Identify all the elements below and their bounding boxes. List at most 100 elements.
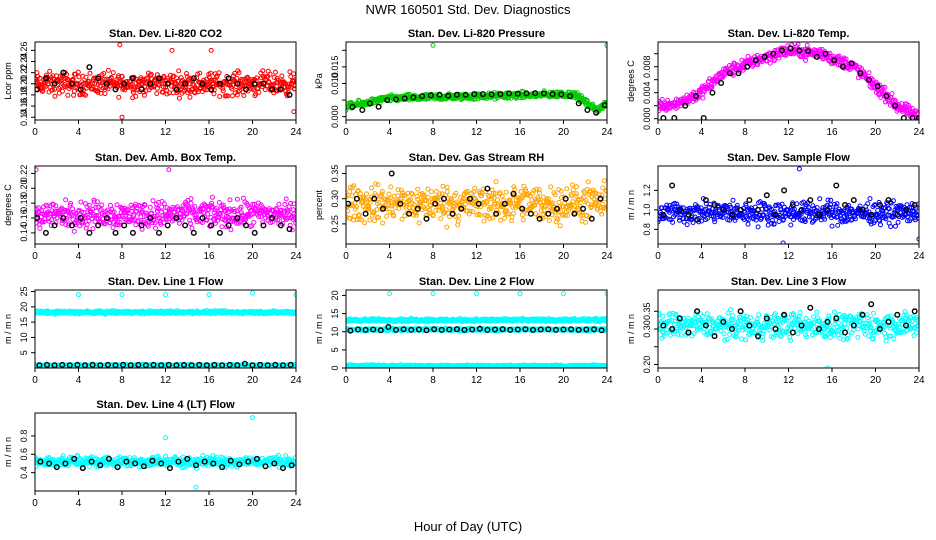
data-point bbox=[763, 209, 769, 215]
data-point bbox=[85, 209, 91, 215]
data-point bbox=[292, 215, 296, 221]
data-point bbox=[681, 219, 687, 225]
data-point bbox=[282, 201, 288, 207]
average-point bbox=[196, 361, 203, 368]
average-point bbox=[211, 361, 218, 368]
data-point bbox=[292, 83, 296, 89]
data-point bbox=[443, 207, 449, 213]
data-point bbox=[470, 209, 476, 215]
data-point bbox=[373, 181, 379, 187]
average-point bbox=[597, 195, 604, 202]
average-point bbox=[165, 361, 172, 368]
x-tick-label: 16 bbox=[826, 127, 838, 138]
outlier-point bbox=[119, 114, 125, 120]
average-point bbox=[225, 75, 232, 82]
average-point bbox=[911, 201, 918, 208]
average-point bbox=[35, 86, 41, 93]
data-point bbox=[820, 205, 826, 211]
y-tick-label: 15 bbox=[19, 317, 29, 327]
x-tick-label: 0 bbox=[32, 127, 38, 138]
data-point bbox=[407, 205, 413, 211]
panel-marks bbox=[658, 42, 919, 120]
data-point bbox=[83, 92, 88, 98]
data-point bbox=[910, 117, 916, 120]
data-point bbox=[133, 93, 139, 99]
data-point bbox=[658, 216, 663, 222]
average-point bbox=[104, 361, 111, 368]
x-tick-label: 16 bbox=[203, 251, 215, 262]
average-point bbox=[471, 91, 478, 98]
average-point bbox=[269, 86, 276, 93]
average-point bbox=[709, 89, 716, 96]
data-point bbox=[75, 82, 81, 88]
data-point bbox=[708, 211, 714, 217]
average-point bbox=[660, 211, 667, 218]
data-point bbox=[71, 228, 77, 234]
data-point bbox=[385, 94, 391, 100]
data-point bbox=[389, 203, 395, 209]
x-tick-label: 4 bbox=[699, 251, 705, 262]
data-point bbox=[421, 192, 427, 198]
average-point bbox=[562, 195, 569, 202]
panel-marks bbox=[346, 291, 607, 368]
outlier-point bbox=[208, 47, 214, 53]
average-point bbox=[588, 215, 595, 222]
panel-marks bbox=[35, 290, 296, 368]
data-point bbox=[217, 211, 223, 217]
data-point bbox=[538, 208, 544, 214]
average-point bbox=[406, 210, 413, 217]
average-point bbox=[182, 80, 189, 87]
average-point bbox=[225, 222, 232, 229]
data-point bbox=[41, 83, 47, 89]
data-point bbox=[244, 75, 250, 81]
average-point bbox=[506, 90, 513, 97]
data-point bbox=[108, 75, 114, 81]
average-point bbox=[440, 195, 447, 202]
average-point bbox=[467, 195, 474, 202]
average-point bbox=[894, 211, 901, 218]
average-point bbox=[371, 195, 378, 202]
data-point bbox=[59, 88, 65, 94]
data-point bbox=[510, 204, 516, 210]
panel-marks bbox=[346, 170, 607, 230]
data-point bbox=[141, 202, 147, 207]
data-point bbox=[168, 212, 174, 218]
data-point bbox=[379, 191, 385, 197]
data-point bbox=[420, 193, 426, 199]
data-point bbox=[836, 53, 842, 59]
data-point bbox=[546, 196, 551, 202]
data-point bbox=[369, 185, 375, 191]
average-point bbox=[414, 205, 421, 212]
data-point bbox=[557, 223, 563, 229]
average-point bbox=[155, 229, 162, 236]
data-point bbox=[558, 188, 564, 194]
data-point bbox=[176, 95, 182, 101]
average-point bbox=[397, 200, 404, 207]
data-point bbox=[690, 220, 696, 225]
data-point bbox=[384, 213, 390, 219]
data-point bbox=[771, 221, 777, 227]
average-point bbox=[831, 57, 838, 64]
x-tick-label: 0 bbox=[343, 127, 349, 138]
data-point bbox=[734, 202, 740, 208]
average-point bbox=[720, 206, 727, 213]
average-point bbox=[234, 214, 241, 221]
average-point bbox=[453, 91, 460, 98]
average-point bbox=[580, 205, 587, 212]
data-point bbox=[805, 204, 811, 210]
data-point bbox=[547, 200, 553, 206]
data-point bbox=[843, 218, 849, 224]
data-point bbox=[211, 91, 217, 97]
average-point bbox=[445, 92, 452, 99]
average-point bbox=[74, 361, 81, 368]
x-tick-label: 12 bbox=[160, 375, 172, 386]
data-point bbox=[506, 211, 511, 217]
data-point bbox=[711, 216, 717, 222]
data-point bbox=[215, 217, 221, 223]
data-point bbox=[101, 71, 107, 76]
panel-4: Stan. Dev. Amb. Box Temp.degrees C0 4 8 12 1… bbox=[3, 152, 302, 262]
y-tick-label: 25 bbox=[19, 287, 29, 297]
data-point bbox=[260, 68, 266, 74]
data-point bbox=[78, 199, 84, 205]
data-point bbox=[192, 204, 198, 210]
